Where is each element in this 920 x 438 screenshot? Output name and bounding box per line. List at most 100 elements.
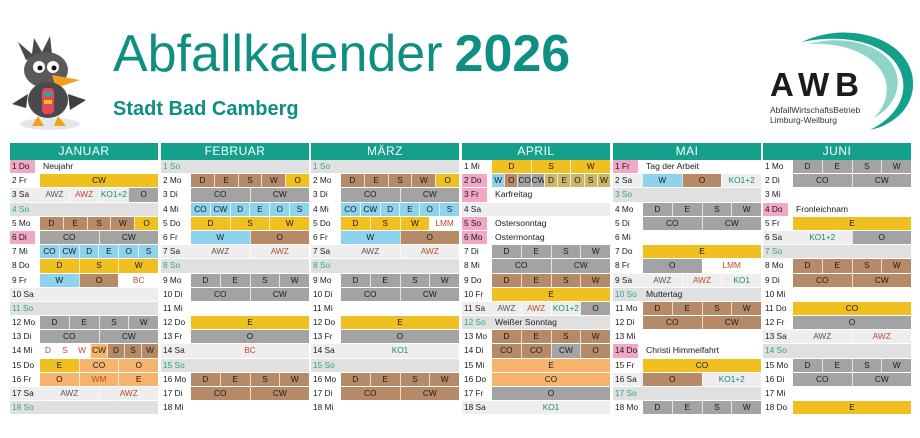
day-row: 8 Do D S W bbox=[10, 259, 158, 274]
day-row: 2 Mo D E S W O bbox=[161, 174, 309, 189]
pickup-segments: O bbox=[793, 316, 911, 330]
pickup-code: CW bbox=[249, 188, 309, 202]
day-row: 2 Fr CW bbox=[10, 174, 158, 189]
pickup-code: O bbox=[504, 174, 518, 188]
pickup-code: E bbox=[98, 245, 119, 259]
pickup-segments: E bbox=[341, 316, 459, 330]
day-row: 17 Sa AWZ AWZ bbox=[10, 387, 158, 402]
pickup-code: D bbox=[643, 301, 672, 316]
day-row: 13 Sa AWZ AWZ bbox=[763, 330, 911, 345]
pickup-code: E bbox=[821, 160, 852, 174]
pickup-code: D bbox=[229, 202, 250, 216]
pickup-segments: O bbox=[191, 330, 309, 344]
day-label: 18 Mo bbox=[615, 402, 639, 413]
pickup-code: S bbox=[249, 273, 280, 287]
pickup-code: S bbox=[851, 259, 882, 273]
day-row: 5 Di CO CW bbox=[613, 216, 761, 231]
day-row: 2 Di CO CW bbox=[763, 174, 911, 189]
pickup-code: CW bbox=[90, 344, 107, 358]
day-row: 6 Sa KO1+2 O bbox=[763, 230, 911, 246]
pickup-code: S bbox=[399, 372, 430, 386]
pickup-code: S bbox=[701, 401, 732, 415]
pickup-segments: W O KO1+2 bbox=[643, 174, 761, 188]
pickup-code: D bbox=[793, 160, 822, 174]
pickup-code: AWZ bbox=[643, 273, 682, 287]
day-label: 5 So bbox=[462, 216, 487, 230]
day-label: 13 Mi bbox=[615, 331, 636, 342]
pickup-code: CO bbox=[643, 358, 761, 372]
day-row: 6 Fr W O bbox=[161, 230, 309, 246]
day-row: 4 Sa bbox=[462, 202, 610, 217]
pickup-code: S bbox=[550, 330, 581, 344]
day-label: 6 Mo bbox=[462, 230, 487, 245]
day-label: 6 Fr bbox=[313, 231, 328, 242]
day-row: 18 Mi bbox=[311, 401, 459, 416]
title-text: Abfallkalender bbox=[113, 25, 443, 83]
pickup-segments: O WM E bbox=[40, 372, 158, 386]
pickup-code: W bbox=[881, 160, 911, 174]
day-row: 14 Do Christi Himmelfahrt bbox=[613, 344, 761, 359]
pickup-segments: AWZ AWZ bbox=[793, 330, 911, 344]
pickup-code: AWZ bbox=[40, 387, 99, 401]
pickup-code: W bbox=[881, 259, 911, 273]
pickup-segments: CO CW bbox=[191, 387, 309, 401]
pickup-segments: AWZ AWZ bbox=[341, 245, 459, 259]
day-row: 11 Mi bbox=[311, 302, 459, 317]
pickup-code: CW bbox=[530, 174, 544, 188]
day-row: 1 Mi D S W bbox=[462, 160, 610, 175]
day-label: 13 Di bbox=[12, 331, 32, 342]
pickup-code: W bbox=[73, 344, 90, 358]
pickup-segments: AWZ AWZ KO1 bbox=[643, 273, 761, 287]
day-label: 2 Do bbox=[462, 174, 487, 188]
pickup-code: AWZ bbox=[399, 245, 459, 259]
pickup-code: D bbox=[341, 273, 370, 287]
pickup-code: KO1+2 bbox=[701, 372, 761, 386]
day-label: 4 Mi bbox=[163, 203, 179, 214]
month-column-2: MÄRZ 1 So 2 Mo D E S W O 3 Di CO CW 4 Mi CO CW D E O S 5 D… bbox=[311, 143, 459, 416]
pickup-code: CW bbox=[98, 230, 158, 245]
day-label: 4 Do bbox=[763, 202, 788, 216]
day-label: 10 Di bbox=[313, 288, 333, 299]
day-row: 1 Mo D E S W bbox=[763, 160, 911, 175]
pickup-segments: CO CW bbox=[492, 259, 610, 273]
pickup-code: CO bbox=[191, 287, 250, 301]
day-row: 3 Di CO CW bbox=[311, 188, 459, 203]
pickup-code: W bbox=[881, 358, 911, 372]
pickup-segments: AWZ AWZ bbox=[40, 387, 158, 401]
pickup-code: CW bbox=[851, 273, 911, 287]
pickup-code: O bbox=[78, 273, 119, 287]
day-row: 9 Mo D E S W bbox=[161, 273, 309, 288]
raven-mascot bbox=[8, 30, 92, 132]
pickup-code: D bbox=[793, 358, 822, 372]
day-row: 18 So bbox=[10, 401, 158, 416]
pickup-code: CW bbox=[550, 344, 581, 358]
day-row: 5 So Ostersonntag bbox=[462, 216, 610, 231]
pickup-code: O bbox=[118, 245, 139, 259]
pickup-code: LMM bbox=[429, 216, 459, 230]
day-label: 16 Sa bbox=[615, 373, 637, 384]
pickup-code: O bbox=[570, 174, 584, 188]
day-row: 14 Di CO CO CW O bbox=[462, 344, 610, 359]
logo-abbreviation: AWB bbox=[770, 66, 865, 103]
day-row: 12 Di CO CW bbox=[613, 316, 761, 331]
pickup-segments: O KO1+2 bbox=[643, 372, 761, 386]
day-label: 12 Do bbox=[313, 317, 336, 328]
pickup-code: CW bbox=[851, 372, 911, 386]
pickup-code: AWZ bbox=[68, 188, 99, 202]
pickup-segments: W O BC bbox=[40, 273, 158, 287]
day-row: 12 So Weißer Sonntag bbox=[462, 316, 610, 331]
pickup-code: E bbox=[399, 202, 420, 216]
day-label: 13 Sa bbox=[765, 331, 787, 342]
pickup-segments: CO CW bbox=[793, 372, 911, 386]
logo-line-1: AbfallWirtschaftsBetrieb bbox=[770, 105, 861, 115]
pickup-code: O bbox=[492, 387, 610, 401]
day-row: 14 So bbox=[763, 344, 911, 359]
calendar-grid: JANUAR 1 Do Neujahr 2 Fr CW 3 Sa AWZ AWZ KO1+2 O 4… bbox=[10, 143, 912, 438]
pickup-code: W bbox=[261, 174, 286, 188]
day-row: 4 So bbox=[10, 202, 158, 217]
pickup-code: W bbox=[269, 216, 309, 230]
day-row: 15 Mo D E S W bbox=[763, 358, 911, 373]
day-row: 1 So bbox=[311, 160, 459, 175]
